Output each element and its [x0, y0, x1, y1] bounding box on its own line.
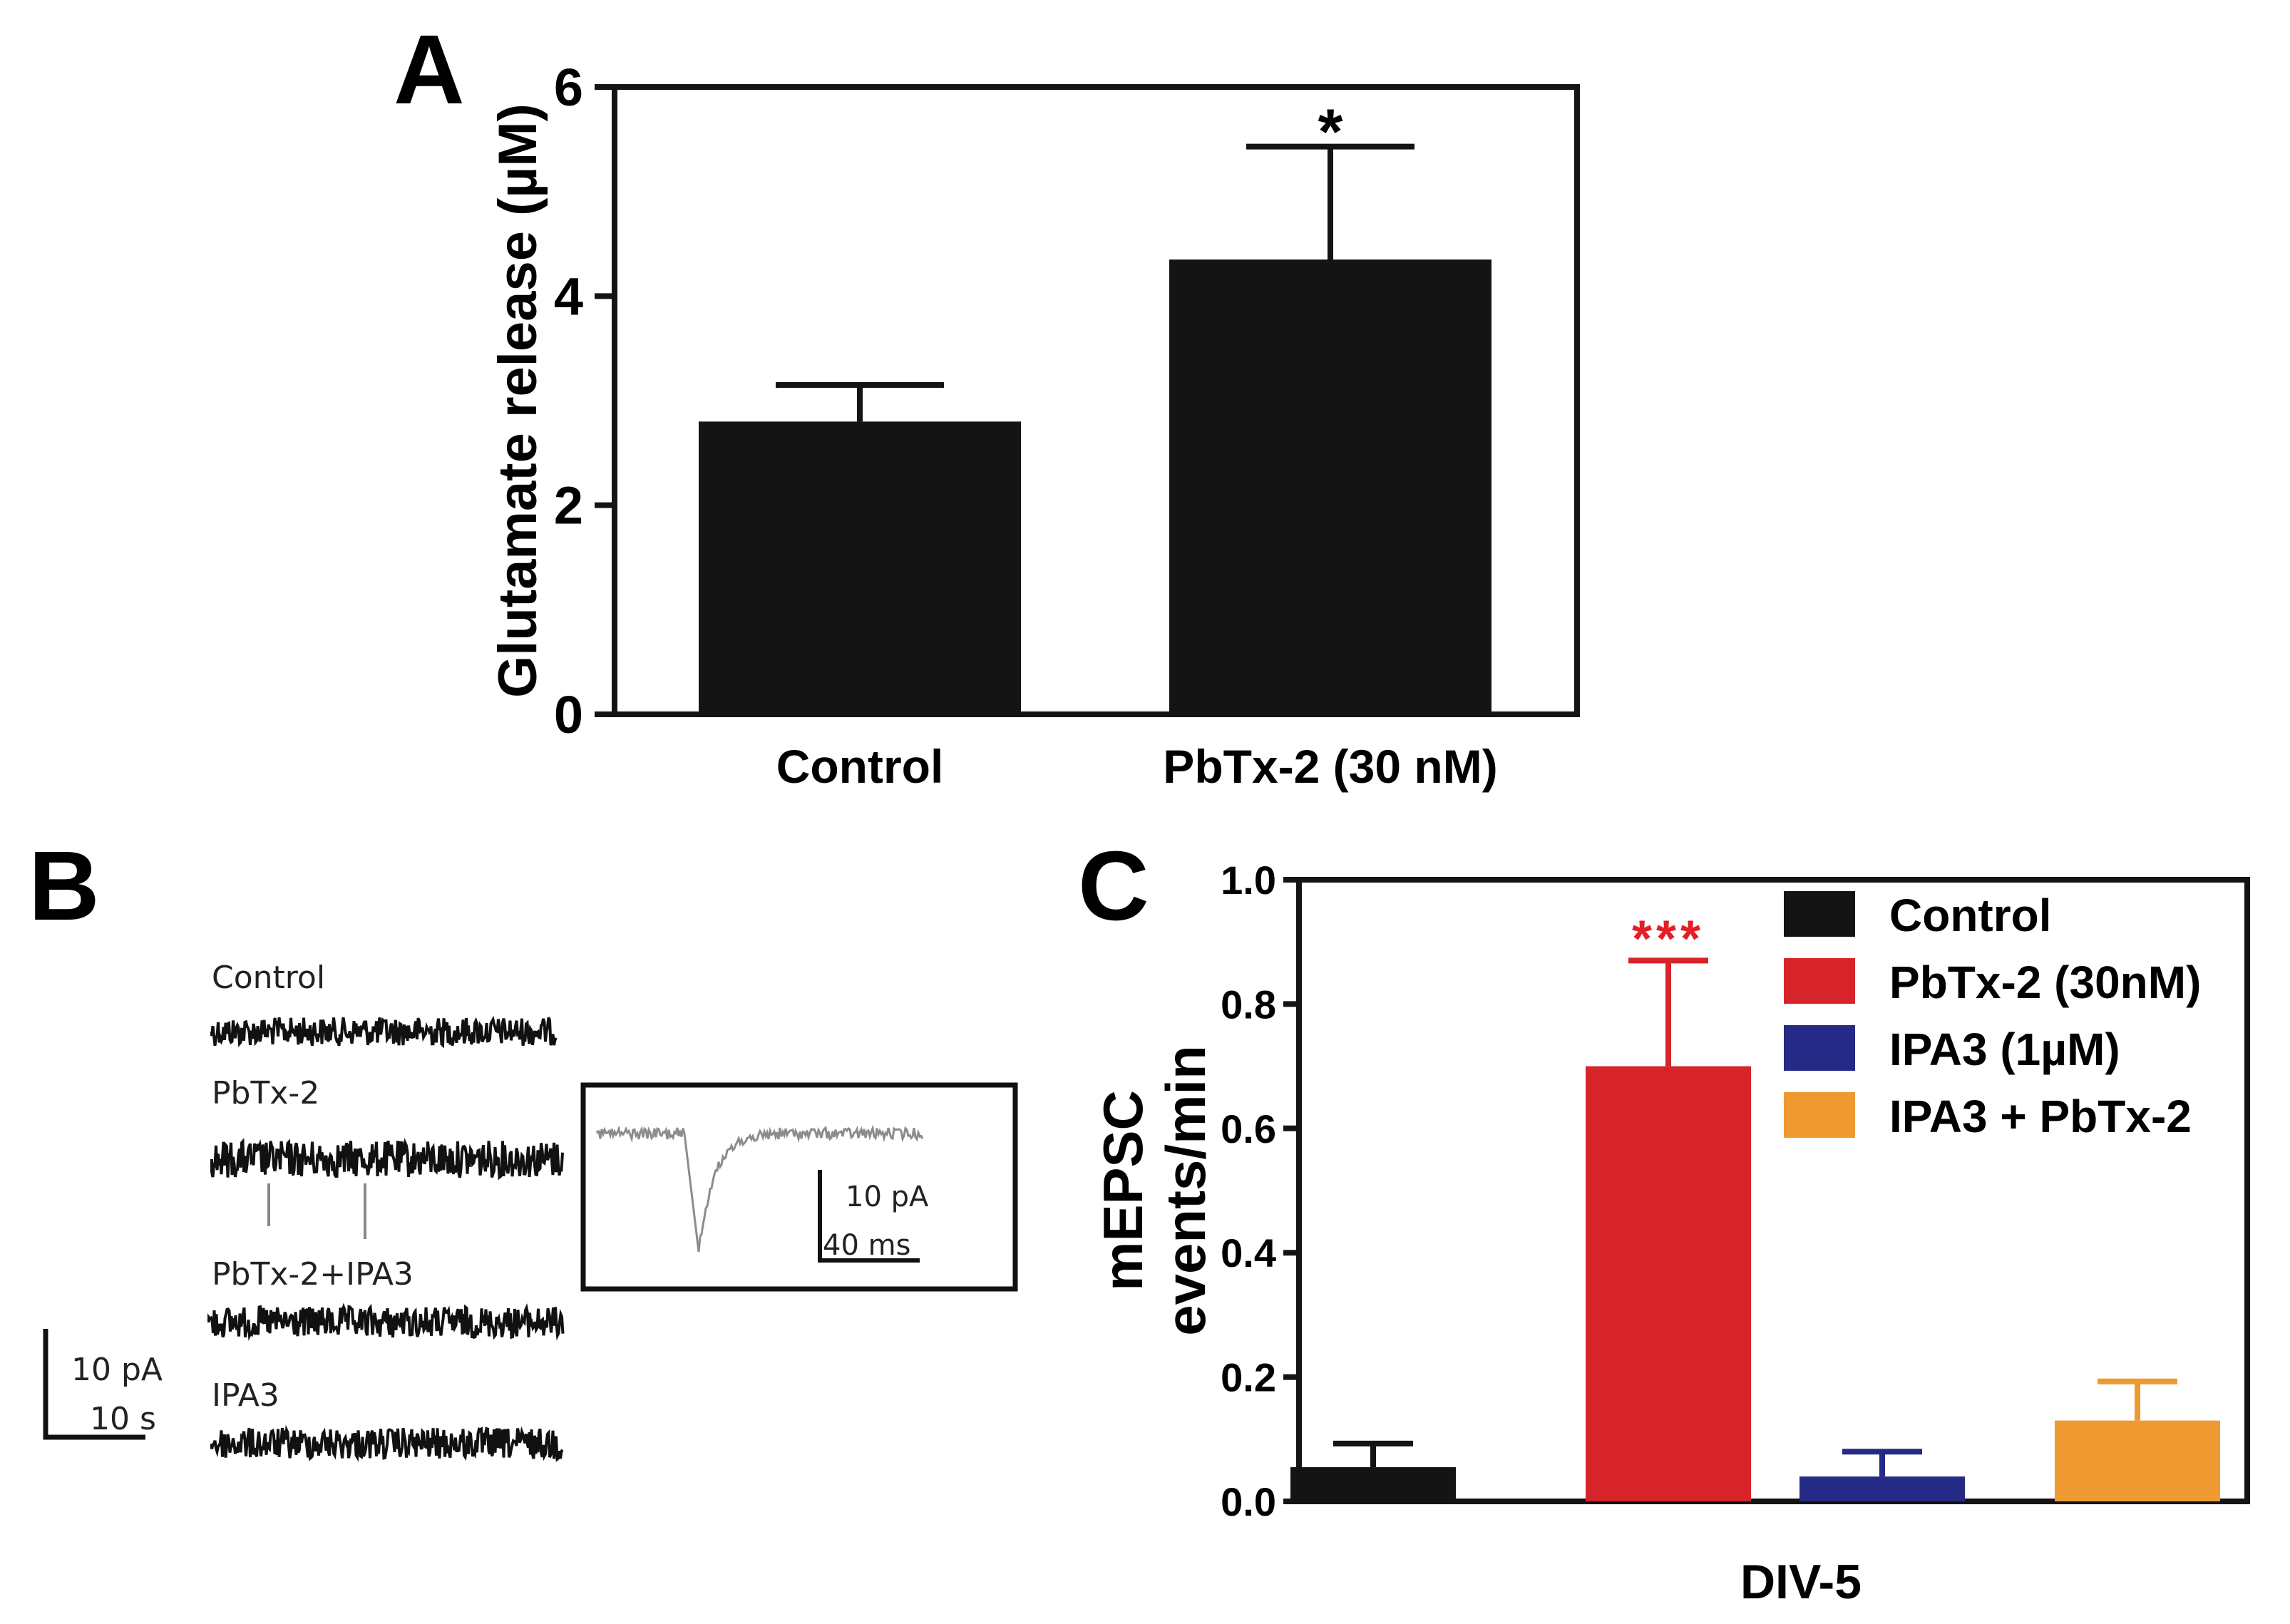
panel-c-bar-pbtx-2-30nm	[1586, 1066, 1751, 1501]
panel-a-x-tick-label: PbTx-2 (30 nM)	[1163, 740, 1497, 793]
panel-c-letter: C	[1078, 831, 1149, 941]
inset-scale-bar	[818, 1170, 920, 1263]
panel-c-bar-ipa3-1-m	[1799, 1476, 1965, 1501]
panel-a-bar-control	[699, 421, 1021, 714]
panel-a-y-axis: 0 2 4 6	[554, 58, 615, 744]
panel-c-y-tick-label: 0.0	[1221, 1479, 1276, 1524]
trace-control	[210, 1015, 558, 1049]
panel-a-y-tick-label: 2	[554, 476, 583, 535]
trace-pbtx2	[210, 1138, 564, 1181]
panel-a-y-tick-label: 0	[554, 685, 583, 744]
panel-a-letter: A	[394, 15, 465, 125]
panel-a-y-tick-label: 4	[554, 267, 583, 326]
inset-scale-bar-y-label: 10 pA	[846, 1181, 929, 1213]
panel-a-bar-pbtx-2-30-nm	[1169, 259, 1491, 714]
legend-label-ipa3-pbtx-2: IPA3 + PbTx-2	[1889, 1091, 2192, 1142]
panel-c-bar-ipa3-pbtx-2	[2055, 1420, 2220, 1501]
panel-a-plot-frame	[612, 84, 1580, 717]
panel-c-y-axis-label-line1: mEPSC	[1092, 1090, 1154, 1291]
panel-a-y-axis-label: Glutamate release (µM)	[488, 103, 548, 698]
scale-bar-x-label: 10 s	[90, 1401, 156, 1437]
trace-ipa3	[210, 1424, 564, 1462]
legend-label-pbtx-2-30nm: PbTx-2 (30nM)	[1889, 957, 2201, 1008]
scale-bar-y-label: 10 pA	[71, 1352, 163, 1388]
panel-a-bars: *	[699, 97, 1491, 714]
trace-label-pbtx2-ipa3: PbTx-2+IPA3	[212, 1256, 414, 1292]
inset-scale-bar-x-label: 40 ms	[823, 1229, 910, 1262]
panel-c-y-axis: 0.0 0.2 0.4 0.6 0.8 1.0	[1221, 858, 1299, 1524]
legend-swatch-ipa3-pbtx-2	[1784, 1092, 1855, 1138]
inset-frame	[580, 1082, 1018, 1292]
trace-pbtx2-ipa3	[207, 1302, 565, 1342]
legend-swatch-pbtx-2-30nm	[1784, 958, 1855, 1004]
panel-b-letter: B	[29, 831, 100, 941]
panel-c-y-axis-label-line2: events/min	[1154, 1045, 1217, 1335]
panel-a-x-axis: Control PbTx-2 (30 nM)	[776, 740, 1498, 793]
panel-c-significance-marker: ***	[1632, 910, 1705, 967]
panel-c-y-tick-label: 0.8	[1221, 982, 1276, 1027]
panel-c-bars: ***	[1290, 910, 2220, 1501]
panel-c: C 0.0 0.2 0.4 0.6 0.8 1.0 *** Control PbTx-2 (…	[1078, 831, 2250, 1609]
panel-a-x-tick-label: Control	[776, 740, 944, 793]
panel-c-plot-frame	[1296, 877, 2250, 1504]
panel-c-bar-control	[1290, 1467, 1456, 1501]
trace-label-pbtx2: PbTx-2	[212, 1075, 319, 1111]
panel-c-x-axis-label: DIV-5	[1740, 1555, 1862, 1609]
legend-label-ipa3-1-m: IPA3 (1µM)	[1889, 1024, 2120, 1075]
panel-c-y-tick-label: 0.4	[1221, 1230, 1276, 1275]
legend-label-control: Control	[1889, 890, 2052, 941]
legend-swatch-ipa3-1-m	[1784, 1025, 1855, 1071]
scale-bar	[43, 1329, 145, 1440]
panel-c-y-tick-label: 0.6	[1221, 1106, 1276, 1151]
legend-swatch-control	[1784, 891, 1855, 937]
panel-a-y-tick-label: 6	[554, 58, 583, 117]
panel-c-y-tick-label: 1.0	[1221, 858, 1276, 903]
trace-label-control: Control	[212, 960, 325, 996]
inset-trace	[596, 1124, 924, 1252]
panel-a: A 0 2 4 6 * Control PbTx-2 (30 nM) Glutamate…	[394, 15, 1580, 793]
panel-c-legend: Control PbTx-2 (30nM) IPA3 (1µM) IPA3 + PbT…	[1784, 890, 2201, 1142]
panel-b: B Control PbTx-2 PbTx-2+IPA3 IPA3 10 pA …	[29, 831, 1018, 1462]
trace-label-ipa3: IPA3	[212, 1377, 279, 1414]
panel-c-y-tick-label: 0.2	[1221, 1355, 1276, 1400]
panel-a-significance-marker: *	[1318, 97, 1342, 168]
